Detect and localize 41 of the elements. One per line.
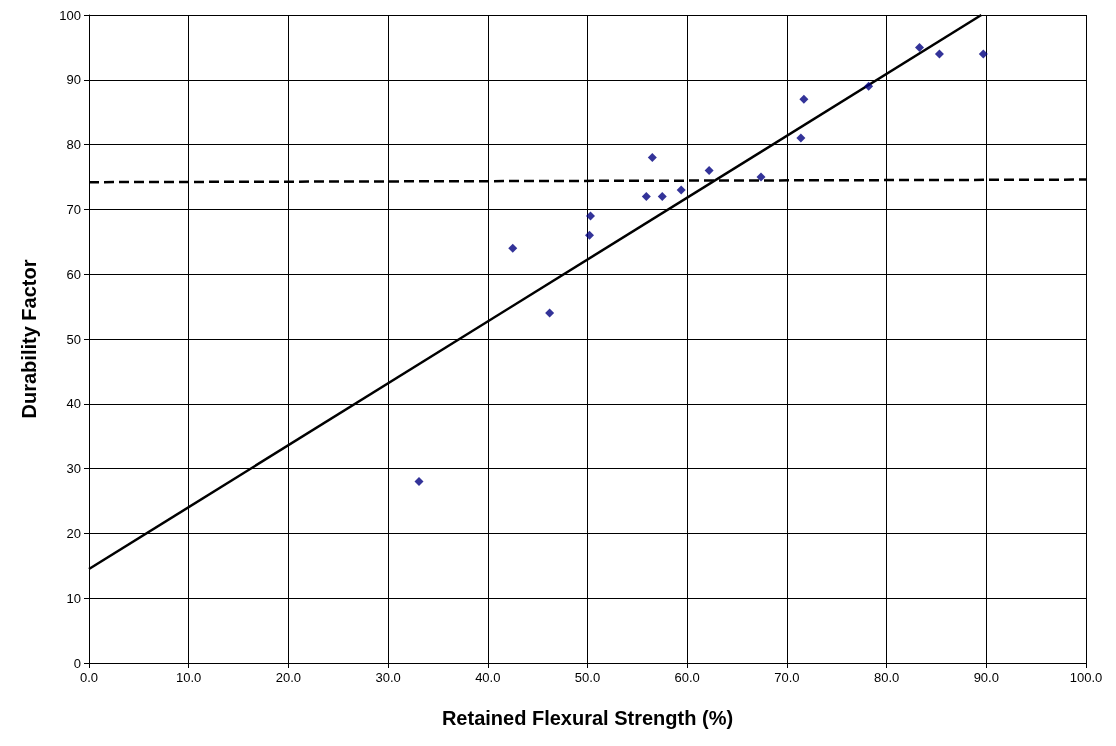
x-tick-label: 40.0 <box>475 670 501 685</box>
y-tick-label: 50 <box>66 331 81 347</box>
point <box>647 153 657 163</box>
y-tick-label: 10 <box>66 590 81 606</box>
point <box>657 191 667 201</box>
x-tick-label: 0.0 <box>79 670 99 685</box>
point <box>978 49 988 59</box>
y-tick-label: 100 <box>59 7 81 23</box>
point <box>545 308 555 318</box>
x-tick-label: 80.0 <box>873 670 900 685</box>
x-tick-label: 20.0 <box>275 670 302 685</box>
point <box>641 191 651 201</box>
x-tick-label: 100.0 <box>1069 670 1103 685</box>
point <box>796 133 806 143</box>
y-tick-label: 0 <box>73 655 81 671</box>
y-axis-title: Durability Factor <box>18 259 40 419</box>
x-tick-label: 70.0 <box>774 670 800 685</box>
y-tick-label: 80 <box>66 137 81 153</box>
point <box>584 230 594 240</box>
point <box>676 185 686 195</box>
point <box>915 42 924 52</box>
point <box>864 81 874 91</box>
y-tick-label: 90 <box>66 72 81 88</box>
x-tick-label: 60.0 <box>674 670 700 685</box>
x-tick-label: 10.0 <box>176 670 202 685</box>
x-tick-label: 30.0 <box>375 670 401 685</box>
point <box>799 94 809 104</box>
y-tick-label: 20 <box>66 525 81 541</box>
point <box>934 49 944 59</box>
y-tick-label: 60 <box>66 266 81 282</box>
y-tick-label: 40 <box>66 396 81 412</box>
point <box>704 166 714 176</box>
point <box>585 211 595 221</box>
point <box>756 172 766 182</box>
x-tick-label: 90.0 <box>973 670 999 685</box>
point <box>508 243 518 253</box>
y-tick-label: 30 <box>66 461 81 477</box>
point <box>414 477 424 487</box>
x-axis-title: Retained Flexural Strength (%) <box>441 707 734 729</box>
y-tick-label: 70 <box>66 201 81 217</box>
x-tick-label: 50.0 <box>574 670 601 685</box>
